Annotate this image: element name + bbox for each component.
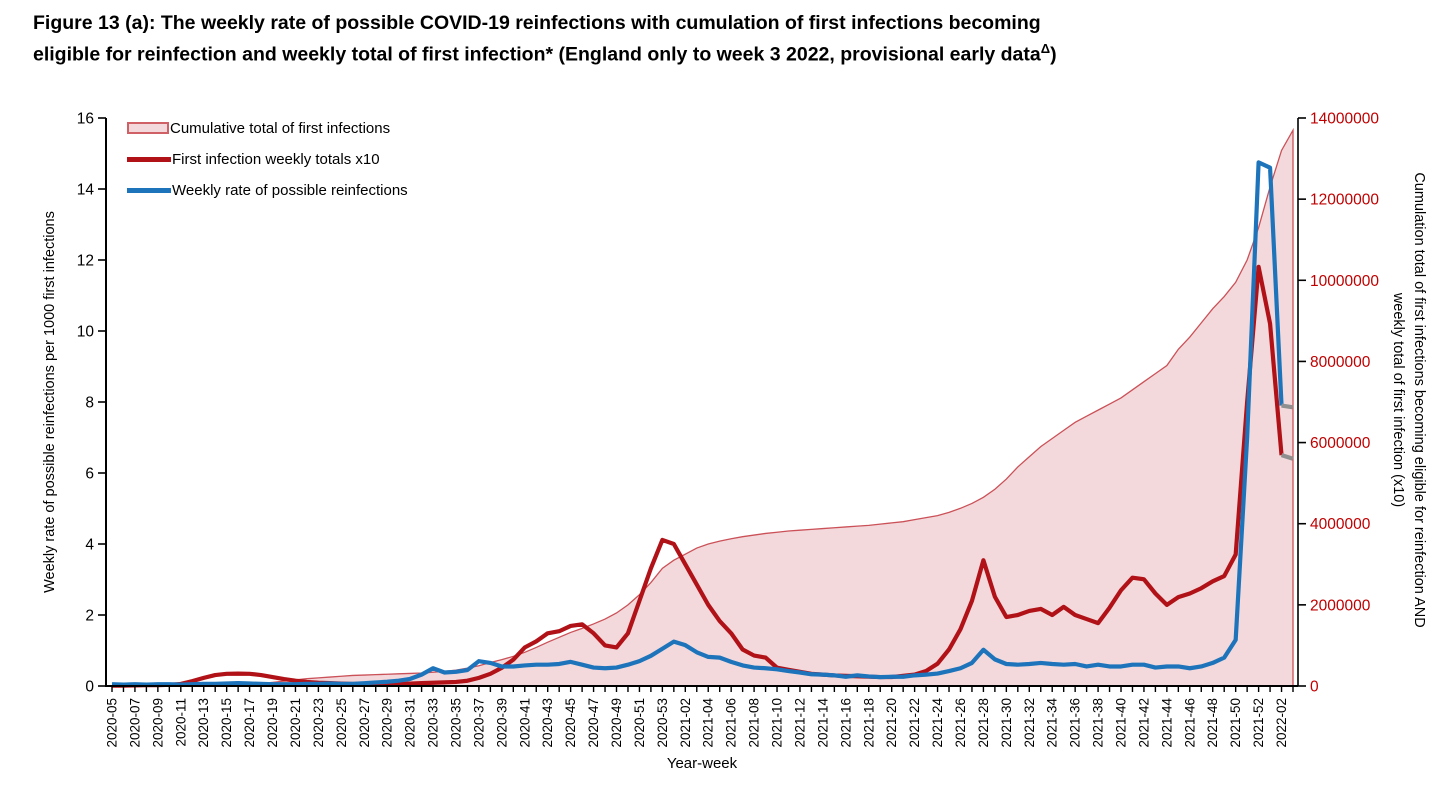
right-axis-tick-label: 10000000	[1310, 273, 1379, 290]
x-axis-tick-label: 2020-15	[219, 698, 234, 748]
right-axis-tick-label: 0	[1310, 679, 1319, 696]
x-axis-tick-label: 2020-39	[494, 698, 509, 748]
right-axis-title: Cumulation total of first infections bec…	[1387, 80, 1429, 720]
x-axis-tick-label: 2021-10	[770, 698, 785, 748]
x-axis-tick-label: 2021-04	[701, 698, 716, 748]
x-axis-tick-label: 2020-07	[127, 698, 142, 748]
figure-title: Figure 13 (a): The weekly rate of possib…	[33, 10, 1057, 68]
x-axis-tick-label: 2021-24	[930, 698, 945, 748]
x-axis-tick-label: 2020-35	[448, 698, 463, 748]
x-axis-tick-label: 2020-45	[563, 698, 578, 748]
legend-label-cumulative: Cumulative total of first infections	[170, 119, 391, 137]
figure-title-superscript: Δ	[1040, 41, 1051, 56]
x-axis-tick-label: 2021-08	[747, 698, 762, 748]
x-axis-tick-label: 2020-47	[586, 698, 601, 748]
x-axis-tick-label: 2021-36	[1068, 698, 1083, 748]
x-axis-tick-label: 2021-32	[1022, 698, 1037, 748]
x-axis-tick-label: 2020-53	[655, 698, 670, 748]
left-axis-tick-label: 0	[85, 679, 94, 696]
x-axis-tick-label: 2021-20	[884, 698, 899, 748]
x-axis-tick-label: 2020-23	[311, 698, 326, 748]
right-axis-tick-label: 8000000	[1310, 354, 1371, 371]
x-axis-tick-label: 2020-25	[334, 698, 349, 748]
x-axis-tick-label: 2020-41	[517, 698, 532, 748]
figure-title-line2: eligible for reinfection and weekly tota…	[33, 43, 1041, 66]
right-axis-tick-label: 6000000	[1310, 435, 1371, 452]
x-axis-tick-label: 2021-40	[1114, 698, 1129, 748]
left-axis-title: Weekly rate of possible reinfections per…	[42, 211, 58, 593]
x-axis-tick-label: 2021-12	[792, 698, 807, 748]
x-axis-tick-label: 2021-34	[1045, 698, 1060, 748]
red-line-swatch-icon	[127, 156, 171, 162]
left-axis-tick-label: 6	[85, 466, 94, 483]
right-axis-title-line1: Cumulation total of first infections bec…	[1411, 172, 1427, 628]
x-axis-tick-label: 2021-26	[953, 698, 968, 748]
x-axis-tick-label: 2021-06	[724, 698, 739, 748]
left-axis-tick-label: 14	[77, 182, 95, 199]
chart-legend: Cumulative total of first infections Fir…	[127, 117, 408, 210]
x-axis-tick-label: 2020-17	[242, 698, 257, 748]
blue-line-provisional-gray-tail	[1281, 403, 1294, 410]
left-axis-tick-label: 12	[77, 253, 94, 270]
x-axis-tick-label: 2020-19	[265, 698, 280, 748]
right-axis-title-line2: weekly total of first infection (x10)	[1390, 292, 1406, 508]
left-axis-tick-label: 2	[85, 608, 94, 625]
x-axis-tick-label: 2021-42	[1136, 698, 1151, 748]
x-axis-tick-label: 2020-29	[380, 698, 395, 748]
x-axis-tick-label: 2020-11	[173, 698, 188, 747]
x-axis-title: Year-week	[666, 755, 738, 772]
right-axis-tick-label: 4000000	[1310, 516, 1371, 533]
x-axis-tick-label: 2021-44	[1159, 698, 1174, 748]
x-axis-tick-label: 2021-30	[999, 698, 1014, 748]
left-axis-tick-label: 8	[85, 395, 94, 412]
x-axis-tick-label: 2021-46	[1182, 698, 1197, 748]
legend-item-cumulative: Cumulative total of first infections	[127, 117, 408, 139]
x-axis-tick-label: 2022-02	[1274, 698, 1289, 748]
x-axis-tick-label: 2020-33	[426, 698, 441, 748]
cumulative-first-infections-area	[112, 127, 1294, 687]
x-axis-tick-label: 2020-05	[105, 698, 120, 748]
area-swatch-icon	[127, 122, 169, 134]
x-axis-tick-label: 2021-18	[861, 698, 876, 748]
left-axis-tick-label: 4	[85, 537, 94, 554]
x-axis-tick-label: 2020-31	[403, 698, 418, 748]
figure-title-close-paren: )	[1050, 43, 1057, 66]
x-axis-tick-label: 2020-43	[540, 698, 555, 748]
x-axis-tick-label: 2021-52	[1251, 698, 1266, 748]
weekly-reinfection-rate-line	[111, 160, 1284, 687]
x-axis-tick-label: 2021-50	[1228, 698, 1243, 748]
x-axis-tick-label: 2020-51	[632, 698, 647, 748]
x-axis-tick-label: 2021-48	[1205, 698, 1220, 748]
x-axis-tick-label: 2021-02	[678, 698, 693, 748]
x-axis-tick-label: 2021-22	[907, 698, 922, 748]
right-axis-tick-label: 2000000	[1310, 597, 1371, 614]
left-axis-tick-label: 16	[77, 111, 94, 128]
x-axis-tick-label: 2020-27	[357, 698, 372, 748]
x-axis-tick-label: 2020-49	[609, 698, 624, 748]
x-axis-tick-label: 2020-21	[288, 698, 303, 748]
x-axis-tick-label: 2021-38	[1091, 698, 1106, 748]
legend-label-first-infections: First infection weekly totals x10	[172, 150, 380, 168]
right-axis-tick-label: 14000000	[1310, 111, 1379, 128]
left-axis-tick-label: 10	[77, 324, 95, 341]
legend-label-reinfection-rate: Weekly rate of possible reinfections	[172, 181, 408, 199]
x-axis-tick-label: 2021-28	[976, 698, 991, 748]
x-axis-tick-label: 2020-09	[150, 698, 165, 748]
figure-title-line1: Figure 13 (a): The weekly rate of possib…	[33, 12, 1041, 34]
legend-item-reinfection-rate: Weekly rate of possible reinfections	[127, 179, 408, 201]
right-axis-tick-label: 12000000	[1310, 192, 1379, 209]
x-axis-tick-label: 2020-13	[196, 698, 211, 748]
legend-item-first-infections: First infection weekly totals x10	[127, 148, 408, 170]
blue-line-swatch-icon	[127, 187, 171, 193]
red-line-provisional-gray-tail	[1280, 453, 1294, 461]
x-axis-tick-label: 2021-14	[815, 698, 830, 748]
x-axis-tick-label: 2021-16	[838, 698, 853, 748]
x-axis-tick-label: 2020-37	[471, 698, 486, 748]
